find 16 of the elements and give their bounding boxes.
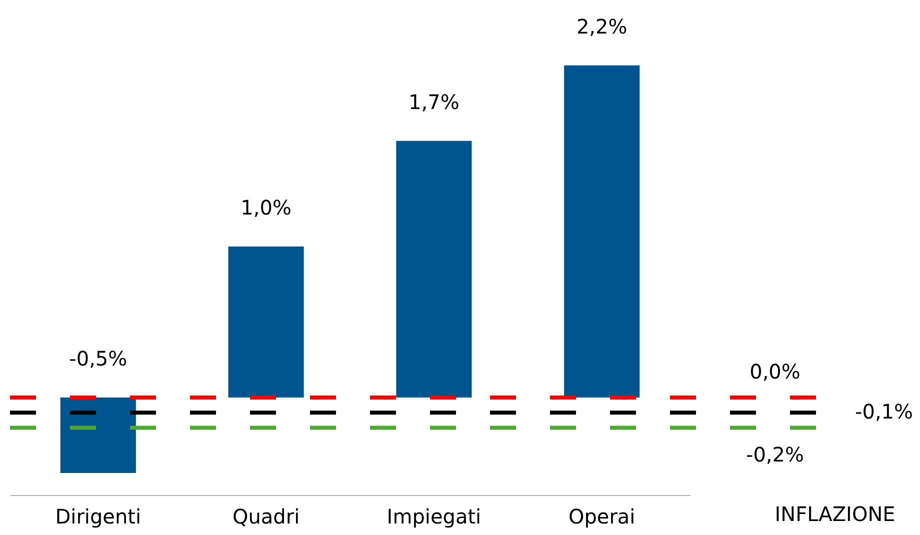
data-label: 1,0% <box>240 196 292 220</box>
x-tick-label: Impiegati <box>386 504 482 528</box>
ref-line-label: 0,0% <box>750 359 800 384</box>
data-label: 1,7% <box>408 90 460 114</box>
x-tick-label: Quadri <box>232 504 300 528</box>
x-tick-label: Dirigenti <box>55 504 142 528</box>
data-label: -0,5% <box>69 346 128 370</box>
bar <box>564 65 640 398</box>
text: INFLAZIONE <box>774 502 896 526</box>
bar <box>396 140 472 398</box>
x-tick-label: Operai <box>568 504 636 528</box>
bar <box>228 246 304 398</box>
ref-line-label: -0,1% <box>855 400 914 424</box>
bar <box>60 397 136 473</box>
data-label: 2,2% <box>576 14 628 38</box>
ref-line-label: -0,2% <box>746 442 804 467</box>
